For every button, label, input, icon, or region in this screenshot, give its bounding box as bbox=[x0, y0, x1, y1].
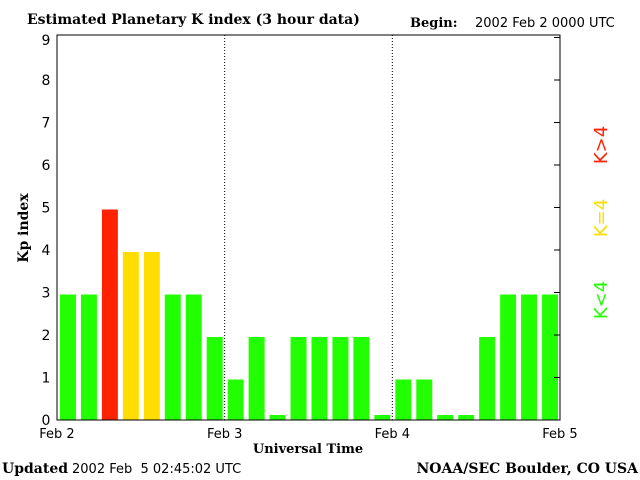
x-tick-label: Feb 2 bbox=[39, 427, 74, 442]
footer-source: NOAA/SEC Boulder, CO USA bbox=[417, 461, 640, 477]
y-tick-label: 5 bbox=[42, 201, 51, 217]
y-tick-label: 1 bbox=[42, 371, 51, 387]
kp-bar bbox=[164, 294, 181, 420]
plot-frame bbox=[56, 34, 561, 421]
chart-title: Estimated Planetary K index (3 hour data… bbox=[27, 12, 360, 28]
y-tick-label: 3 bbox=[42, 286, 51, 302]
legend-item: K=4 bbox=[591, 199, 612, 237]
y-tick-label: 9 bbox=[42, 33, 51, 49]
kp-bar bbox=[542, 294, 558, 420]
y-tick-label: 0 bbox=[42, 413, 51, 429]
y-tick-label: 4 bbox=[42, 243, 51, 259]
x-axis-label: Universal Time bbox=[253, 442, 363, 457]
kp-bar bbox=[60, 294, 76, 420]
y-tick-label: 7 bbox=[42, 116, 51, 132]
kp-bar bbox=[479, 337, 496, 420]
kp-bar bbox=[332, 337, 349, 420]
footer-updated-value: 2002 Feb 5 02:45:02 UTC bbox=[72, 462, 241, 477]
x-tick-label: Feb 3 bbox=[207, 427, 242, 442]
kp-bar bbox=[143, 252, 160, 420]
kp-bar bbox=[521, 294, 538, 420]
kp-bar bbox=[206, 337, 223, 420]
kp-bar bbox=[269, 415, 286, 420]
kp-bar bbox=[353, 337, 370, 420]
kp-bar bbox=[227, 379, 244, 420]
kp-bar bbox=[80, 294, 97, 420]
kp-bar bbox=[395, 379, 412, 420]
kp-bar bbox=[311, 337, 328, 420]
kp-bar bbox=[500, 294, 517, 420]
y-tick-label: 6 bbox=[42, 158, 51, 174]
kp-bar bbox=[185, 294, 202, 420]
kp-bar bbox=[458, 415, 475, 420]
kp-bar bbox=[416, 379, 433, 420]
x-tick-label: Feb 4 bbox=[375, 427, 410, 442]
kp-bar bbox=[290, 337, 307, 420]
y-tick-label: 8 bbox=[42, 73, 51, 89]
kp-bar bbox=[101, 209, 118, 420]
legend-item: K>4 bbox=[591, 126, 612, 164]
footer-updated-label: Updated bbox=[2, 461, 68, 477]
begin-value: 2002 Feb 2 0000 UTC bbox=[475, 16, 615, 31]
x-tick-label: Feb 5 bbox=[542, 427, 577, 442]
y-axis-label: Kp index bbox=[16, 193, 32, 263]
kp-bar bbox=[248, 337, 265, 420]
kp-bar bbox=[122, 252, 139, 420]
y-tick-label: 2 bbox=[42, 328, 51, 344]
legend-item: K<4 bbox=[591, 281, 612, 319]
kp-bar bbox=[374, 415, 391, 420]
kp-bar bbox=[437, 415, 454, 420]
begin-label: Begin: bbox=[410, 16, 458, 31]
